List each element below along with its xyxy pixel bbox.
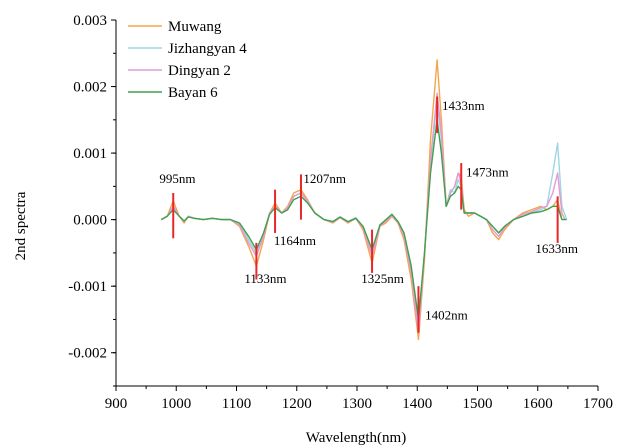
- marker-label-1207nm: 1207nm: [303, 171, 346, 186]
- x-tick-label: 1500: [463, 396, 493, 412]
- x-tick-label: 1200: [282, 396, 312, 412]
- series-line-dingyan-2: [160, 92, 566, 334]
- series-line-bayan-6: [160, 119, 567, 321]
- marker-label-1402nm: 1402nm: [425, 307, 468, 322]
- marker-label-1633nm: 1633nm: [535, 241, 578, 256]
- legend-label: Dingyan 2: [168, 63, 231, 79]
- marker-label-995nm: 995nm: [159, 171, 195, 186]
- y-tick-label: -0.001: [68, 279, 107, 295]
- legend-label: Jizhangyan 4: [168, 41, 247, 57]
- marker-label-1325nm: 1325nm: [361, 271, 404, 286]
- y-tick-label: 0.001: [73, 146, 107, 162]
- y-tick-label: 0.002: [73, 80, 107, 96]
- legend-label: Muwang: [168, 19, 222, 35]
- series-line-muwang: [160, 59, 563, 341]
- x-tick-label: 1700: [583, 396, 613, 412]
- x-tick-label: 1000: [161, 396, 191, 412]
- series-line-jizhangyan-4: [160, 99, 568, 327]
- x-tick-label: 900: [105, 396, 128, 412]
- x-axis-title: Wavelength(nm): [306, 430, 406, 446]
- marker-label-1164nm: 1164nm: [274, 233, 316, 248]
- marker-label-1473nm: 1473nm: [466, 164, 509, 179]
- axes-group: 900 1000 1100 1200 1300 1400 1500 1600 1700 -0.00…: [68, 13, 613, 412]
- legend: Muwang Jizhangyan 4 Dingyan 2 Bayan 6: [128, 19, 247, 101]
- legend-label: Bayan 6: [168, 85, 218, 101]
- marker-label-1133nm: 1133nm: [244, 271, 286, 286]
- x-tick-label: 1400: [402, 396, 432, 412]
- y-axis-title: 2nd spectra: [13, 191, 29, 260]
- y-tick-label: 0.003: [73, 13, 107, 29]
- marker-label-1433nm: 1433nm: [442, 98, 485, 113]
- markers-group: 995nm 1133nm 1164nm 1207nm 1325nm 1402nm 1433n…: [159, 96, 578, 333]
- x-tick-label: 1600: [523, 396, 553, 412]
- x-tick-label: 1100: [222, 396, 251, 412]
- y-tick-label: 0.000: [73, 213, 107, 229]
- x-tick-label: 1300: [342, 396, 372, 412]
- series-group: [160, 59, 568, 341]
- y-tick-label: -0.002: [68, 346, 107, 362]
